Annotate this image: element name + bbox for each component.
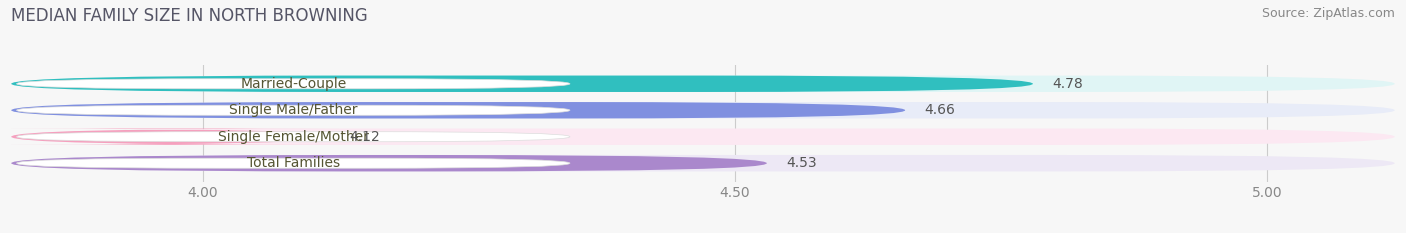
FancyBboxPatch shape xyxy=(11,75,1033,92)
FancyBboxPatch shape xyxy=(11,102,1395,118)
Text: Total Families: Total Families xyxy=(246,156,340,170)
Text: Single Male/Father: Single Male/Father xyxy=(229,103,357,117)
FancyBboxPatch shape xyxy=(11,129,1395,145)
FancyBboxPatch shape xyxy=(17,158,569,168)
FancyBboxPatch shape xyxy=(17,105,569,115)
Text: 4.66: 4.66 xyxy=(924,103,955,117)
Text: Source: ZipAtlas.com: Source: ZipAtlas.com xyxy=(1261,7,1395,20)
FancyBboxPatch shape xyxy=(11,102,905,118)
Text: Married-Couple: Married-Couple xyxy=(240,77,346,91)
Text: MEDIAN FAMILY SIZE IN NORTH BROWNING: MEDIAN FAMILY SIZE IN NORTH BROWNING xyxy=(11,7,368,25)
FancyBboxPatch shape xyxy=(11,155,766,171)
Text: 4.78: 4.78 xyxy=(1052,77,1083,91)
FancyBboxPatch shape xyxy=(11,75,1395,92)
FancyBboxPatch shape xyxy=(0,129,342,145)
Text: 4.12: 4.12 xyxy=(350,130,381,144)
FancyBboxPatch shape xyxy=(17,132,569,142)
Text: 4.53: 4.53 xyxy=(786,156,817,170)
Text: Single Female/Mother: Single Female/Mother xyxy=(218,130,368,144)
FancyBboxPatch shape xyxy=(11,155,1395,171)
FancyBboxPatch shape xyxy=(17,79,569,89)
